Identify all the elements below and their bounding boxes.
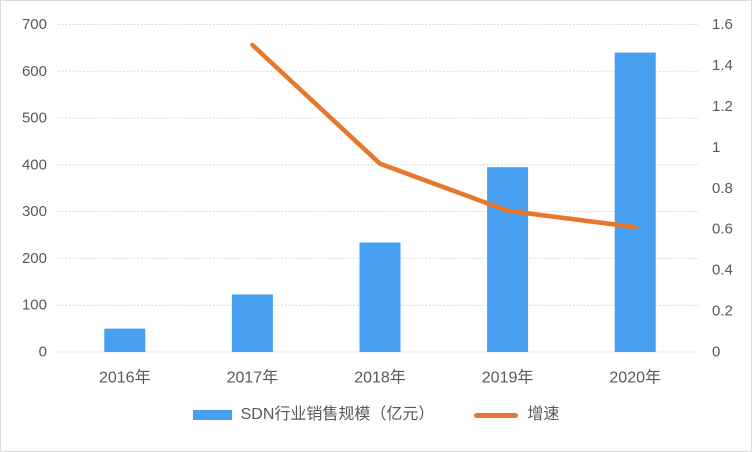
left-axis-tick-label: 200 <box>22 250 47 267</box>
bar-2020年 <box>614 52 656 352</box>
chart-legend: SDN行业销售规模（亿元） 增速 <box>1 407 751 423</box>
x-axis-label: 2017年 <box>227 369 279 387</box>
legend-label-growth: 增速 <box>527 406 560 423</box>
right-axis-tick-label: 1.6 <box>712 16 733 33</box>
bar-2017年 <box>231 294 273 352</box>
left-axis-tick-label: 600 <box>22 63 47 80</box>
left-axis-tick-label: 300 <box>22 203 47 220</box>
x-axis-label: 2019年 <box>482 369 534 387</box>
x-axis-label: 2020年 <box>609 369 661 387</box>
right-axis-tick-label: 1.2 <box>712 98 733 115</box>
right-axis-tick-label: 0.8 <box>712 180 733 197</box>
right-axis-tick-label: 1 <box>712 139 720 156</box>
right-axis-tick-label: 0 <box>712 344 720 361</box>
growth-rate-line <box>250 42 638 230</box>
legend-item-sales: SDN行业销售规模（亿元） <box>192 406 435 423</box>
line-series-swatch <box>474 412 519 418</box>
left-axis-tick-label: 500 <box>22 110 47 127</box>
legend-item-growth: 增速 <box>474 407 559 423</box>
left-axis-tick-label: 400 <box>22 156 47 173</box>
right-axis-tick-label: 0.6 <box>712 221 733 238</box>
bar-2019年 <box>487 167 529 352</box>
legend-label-sales: SDN行业销售规模（亿元） <box>240 406 435 423</box>
left-axis-tick-label: 700 <box>22 16 47 33</box>
right-axis-tick-label: 0.4 <box>712 262 733 279</box>
x-axis-label: 2016年 <box>99 369 151 387</box>
right-axis-tick-label: 0.2 <box>712 303 733 320</box>
bar-2016年 <box>104 328 146 352</box>
x-axis-label: 2018年 <box>354 369 406 387</box>
left-axis-tick-label: 100 <box>22 297 47 314</box>
right-axis-tick-label: 1.4 <box>712 57 733 74</box>
bar-series-swatch <box>192 410 232 420</box>
left-axis-tick-label: 0 <box>39 344 47 361</box>
bar-2018年 <box>359 242 401 352</box>
